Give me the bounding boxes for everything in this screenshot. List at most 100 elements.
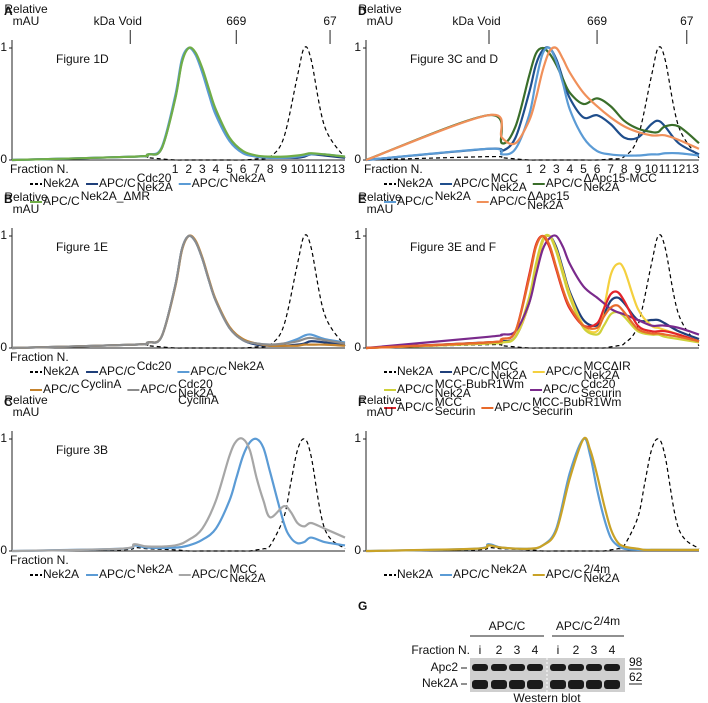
x-tick-label: 11 (659, 162, 672, 176)
blot-band (586, 664, 602, 671)
legend-label: APC/C (397, 194, 434, 208)
y-tick-label: 0 (0, 543, 7, 557)
x-tick-label: 4 (213, 162, 220, 176)
legend-sub: Nek2A (178, 386, 214, 400)
legend-label: Nek2A (397, 176, 433, 190)
x-tick-label: 9 (634, 162, 641, 176)
legend-sup: ΔApc15 (527, 189, 569, 203)
x-tick-label: 10 (645, 162, 659, 176)
blot-lane-label: 3 (591, 643, 598, 657)
y-axis-label: Relative (358, 2, 402, 16)
blot-lane-label: i (557, 643, 560, 657)
legend-entry: APC/C Nek2A (440, 562, 527, 581)
panel-letter: G (358, 599, 367, 613)
blot-band (491, 664, 507, 671)
legend-label: APC/C (397, 382, 434, 396)
legend-sup: Nek2A (229, 171, 265, 185)
x-tick-label: 12 (318, 162, 332, 176)
legend-sup: MCC (229, 562, 257, 576)
legend-sub: Securin (581, 386, 622, 400)
legend-label: APC/C (494, 400, 531, 414)
legend-label: Nek2A (43, 176, 79, 190)
y-tick-label: 0 (354, 340, 361, 354)
series-line (11, 437, 346, 553)
legend-label: APC/C (453, 176, 490, 190)
blot-band (472, 680, 488, 689)
blot-group-header: APC/C (489, 619, 526, 633)
legend-sup: Nek2A_ΔMR (81, 189, 151, 203)
series-line (365, 46, 700, 162)
panel-title: Figure 3E and F (410, 240, 496, 254)
x-tick-label: 11 (305, 162, 318, 176)
legend-sup: Cdc20 (178, 377, 213, 391)
blot-row-label: Nek2A (422, 676, 458, 690)
y-tick-label: 0 (0, 152, 7, 166)
series-line (365, 438, 700, 552)
legend-label: APC/C (99, 176, 136, 190)
kda-marker-label: Void (477, 14, 500, 28)
x-tick-label: 6 (594, 162, 601, 176)
x-tick-label: 2 (185, 162, 192, 176)
blot-band (509, 664, 525, 671)
y-tick-label: 1 (0, 228, 7, 242)
legend-entry: APC/C Nek2A (384, 189, 471, 208)
legend-label: Nek2A (397, 364, 433, 378)
legend-sub: Nek2A (527, 198, 563, 212)
legend-label: APC/C (99, 364, 136, 378)
kda-marker-label: 669 (587, 14, 607, 28)
blot-lane-label: i (479, 643, 482, 657)
legend-entry: Nek2A (30, 567, 79, 581)
legend-label: APC/C (140, 382, 177, 396)
x-axis-label: Fraction N. (10, 162, 69, 176)
x-axis-label: Fraction N. (10, 350, 69, 364)
series-line (365, 437, 699, 553)
legend-sup: MCCΔIR (583, 359, 631, 373)
x-axis-label: Fraction N. (364, 162, 423, 176)
legend-sup: CyclinA (81, 377, 122, 391)
series-line (365, 46, 700, 162)
series-line (11, 438, 346, 552)
legend-sup: Cdc20 (137, 171, 172, 185)
legend-sup: Nek2A (435, 189, 471, 203)
legend-label: APC/C (546, 176, 583, 190)
blot-caption: Western blot (513, 691, 581, 703)
blot-lane-label: 3 (514, 643, 521, 657)
legend-sub: Nek2A (137, 180, 173, 194)
y-tick-label: 1 (0, 40, 7, 54)
x-tick-label: 7 (253, 162, 260, 176)
blot-band (568, 664, 584, 671)
series-line (11, 46, 346, 162)
legend-sub: Nek2A (583, 180, 619, 194)
blot-band (550, 664, 566, 671)
legend-entry: APC/C Nek2A (177, 359, 264, 378)
blot-fraction-label: Fraction N. (411, 643, 470, 657)
x-tick-label: 9 (280, 162, 287, 176)
legend-sup: Cdc20 (581, 377, 616, 391)
series-line (365, 46, 700, 162)
legend-entry: APC/C Nek2A_ΔMR (30, 189, 150, 208)
legend-label: APC/C (453, 567, 490, 581)
series-line (11, 234, 346, 349)
blot-group-label: APC/C (489, 619, 526, 633)
legend-label: APC/C (99, 567, 136, 581)
kda-label: kDa (94, 14, 116, 28)
x-tick-label: 3 (553, 162, 560, 176)
y-axis-label: Relative (358, 190, 402, 204)
blot-band (568, 680, 584, 689)
legend-entry: Nek2A (30, 364, 79, 378)
y-axis-label: Relative (4, 190, 48, 204)
legend-label: APC/C (43, 194, 80, 208)
x-tick-label: 7 (607, 162, 614, 176)
y-axis-label: mAU (367, 202, 394, 216)
panel-letter: B (4, 192, 13, 206)
blot-row-label: Apc2 (431, 660, 459, 674)
y-axis-label: mAU (13, 405, 40, 419)
kda-marker-label: 67 (680, 14, 694, 28)
blot-size-marker: 62 (629, 670, 643, 684)
x-tick-label: 8 (267, 162, 274, 176)
y-axis-label: Relative (358, 393, 402, 407)
x-tick-label: 2 (539, 162, 546, 176)
